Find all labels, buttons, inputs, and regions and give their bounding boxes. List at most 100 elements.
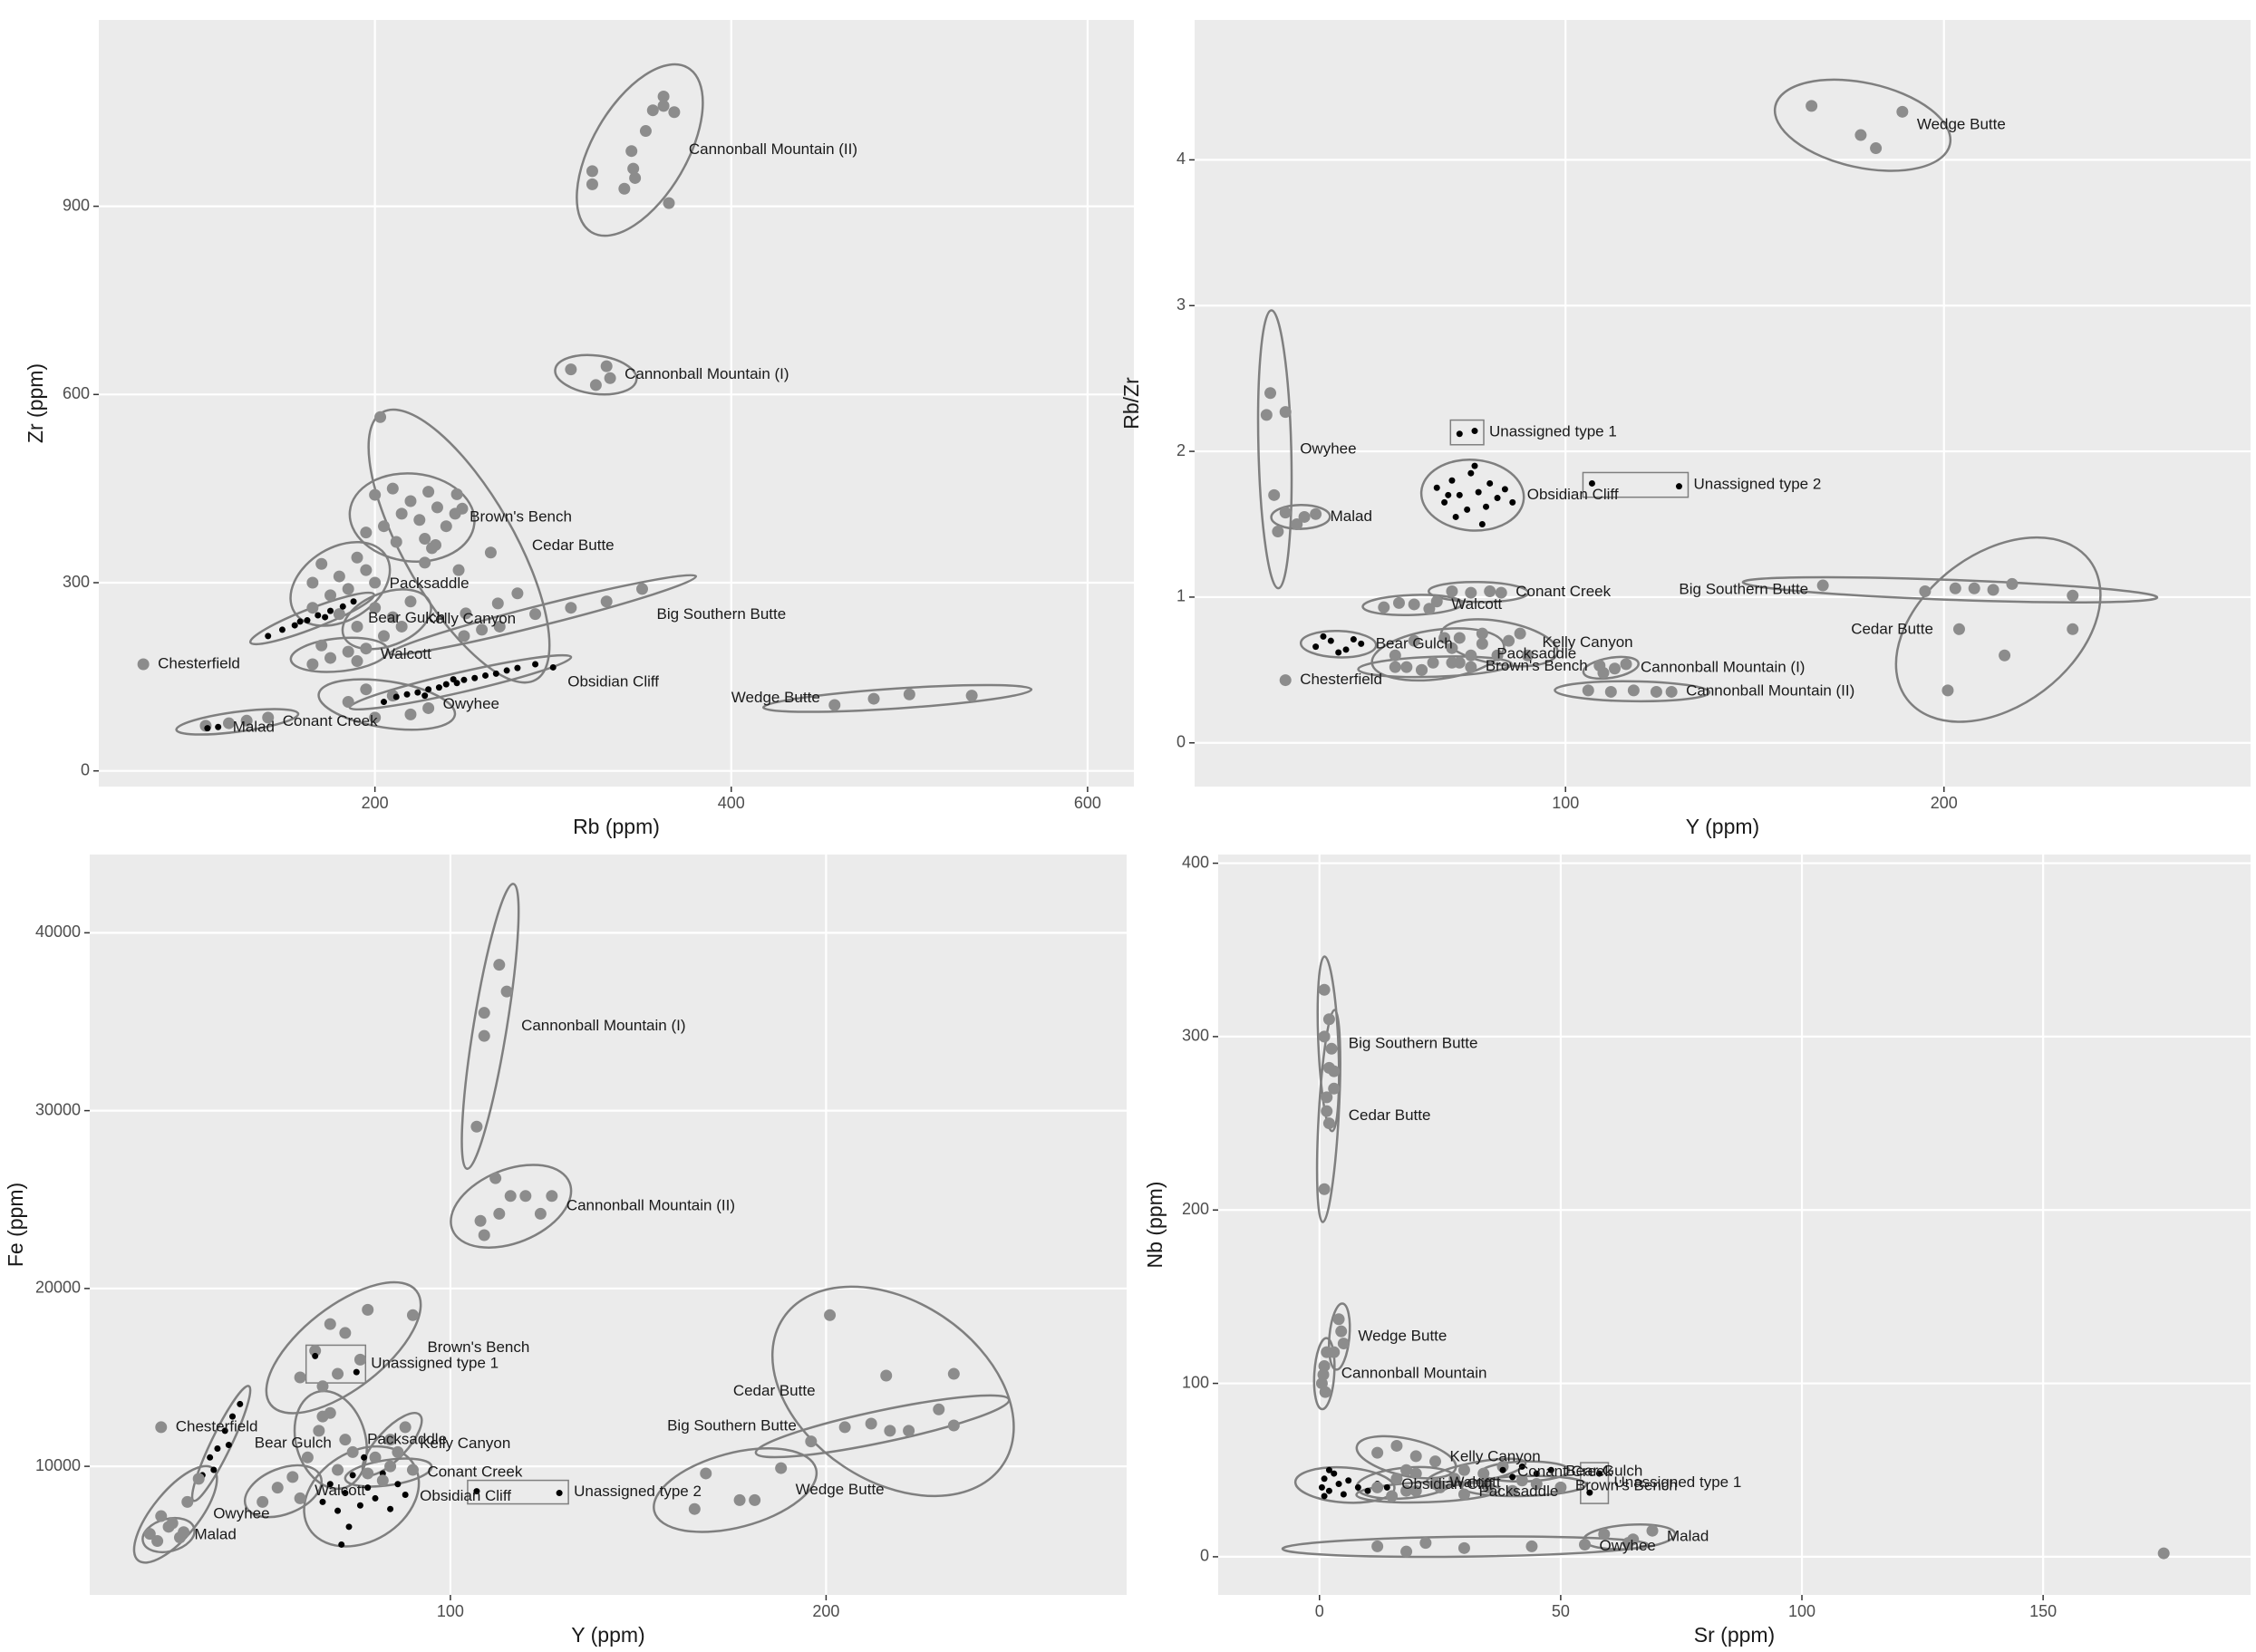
group-label: Cannonball Mountain (II) [566,1197,735,1214]
data-point [1371,1481,1384,1493]
data-point [600,595,613,608]
data-point [342,1490,349,1497]
data-point [1491,649,1504,662]
data-point [327,607,334,614]
data-point [413,514,426,527]
data-point [1582,684,1594,697]
data-point [1264,387,1277,400]
data-point [291,622,298,629]
y-tick-label: 300 [1182,1027,1209,1045]
data-point [1854,129,1867,141]
group-ellipse [1357,655,1514,679]
data-point [1987,584,1999,596]
data-point [360,683,373,696]
data-point [403,691,411,698]
data-point [1896,105,1909,118]
data-point [442,681,450,688]
group-label: Brown's Bench [427,1338,529,1356]
data-point [627,162,640,175]
data-point [1476,627,1488,640]
data-point [404,595,417,608]
data-point [342,645,354,658]
x-tick-label: 50 [1552,1602,1570,1620]
data-point [306,658,319,671]
data-point [1665,685,1678,698]
data-point [1279,406,1292,419]
group-label: Owyhee [1600,1537,1656,1554]
group-label: Owyhee [1300,440,1356,457]
data-point [1345,1477,1352,1484]
group-ellipse [289,540,392,627]
data-point [173,1531,186,1544]
data-point [688,1502,701,1515]
data-point [426,542,439,555]
group-ellipse [762,683,1033,713]
group-label: Unassigned type 2 [1693,476,1821,493]
data-point [435,684,442,691]
data-point [225,1442,232,1449]
data-point [1514,627,1526,640]
data-point [1389,649,1401,662]
data-point [1478,520,1486,527]
group-ellipse [1419,459,1525,532]
data-point [353,1353,366,1366]
data-point [903,1425,915,1437]
data-point [384,1434,397,1446]
data-point [421,692,429,700]
data-point [1471,428,1478,435]
x-tick-label: 200 [812,1602,839,1620]
data-point [493,959,506,971]
group-ellipse [1355,1435,1457,1480]
data-point [338,1541,345,1548]
group-label: Packsaddle [1496,645,1576,662]
group-ellipse [1327,1302,1351,1371]
x-axis-title: Sr (ppm) [1694,1623,1775,1647]
data-point [395,620,408,633]
group-label: Owyhee [443,695,499,712]
data-point [1608,662,1621,675]
group-box [1582,471,1690,498]
data-point [478,1229,490,1241]
data-point [1521,649,1534,662]
data-point [1310,507,1322,520]
data-point [1465,661,1477,673]
data-point [364,1484,372,1492]
group-ellipse [289,636,390,673]
data-point [155,1421,168,1434]
group-ellipse [653,1447,818,1533]
data-point [271,1482,284,1494]
data-point [1445,491,1452,498]
data-point [1409,1467,1422,1480]
group-label: Kelly Canyon [1450,1448,1541,1465]
group-label: Chesterfield [158,654,240,671]
data-point [262,711,275,724]
data-point [1597,667,1610,680]
data-point [458,630,470,642]
data-point [1322,1061,1335,1074]
data-point [1919,584,1932,597]
data-point [143,1528,156,1541]
group-label: Chesterfield [1300,671,1382,688]
data-point [1456,491,1463,498]
data-point [824,1309,837,1321]
data-point [1518,1463,1525,1470]
data-point [369,488,382,501]
group-label: Big Southern Butte [1349,1034,1478,1051]
group-ellipse [1894,536,2102,723]
data-point [1622,1537,1634,1550]
group-label: Malad [1331,507,1372,525]
data-point [346,1445,359,1458]
group-label: Kelly Canyon [420,1435,510,1452]
data-point [1448,477,1456,484]
data-point [351,551,363,564]
data-point [425,686,432,693]
data-point [492,670,499,677]
data-point [493,620,506,633]
data-point [137,658,150,671]
data-point [324,589,337,602]
data-point [775,1462,788,1474]
y-tick-label: 0 [1176,732,1186,750]
data-point [1327,637,1334,644]
data-point [1949,582,1961,594]
group-label: Conant Creek [427,1463,522,1480]
